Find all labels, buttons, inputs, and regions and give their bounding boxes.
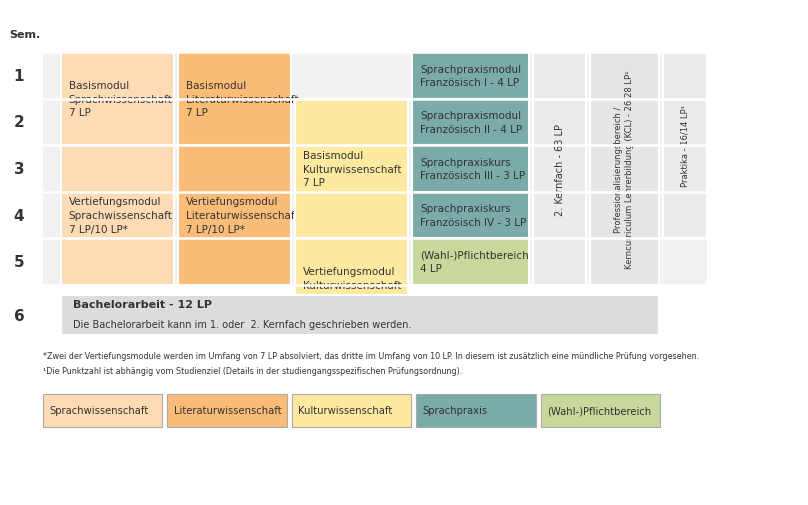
Text: *Zwei der Vertiefungsmodule werden im Umfang von 7 LP absolviert, das dritte im : *Zwei der Vertiefungsmodule werden im Um… [43,351,699,360]
Bar [412,239,529,285]
Text: 3: 3 [14,162,24,177]
Text: Sprachpraxis: Sprachpraxis [423,406,488,415]
Bar [412,53,529,99]
Bar [663,53,707,239]
Bar [416,394,536,427]
Text: 5: 5 [14,255,24,270]
Bar [61,146,174,285]
Text: Die Bachelorarbeit kann im 1. oder  2. Kernfach geschrieben werden.: Die Bachelorarbeit kann im 1. oder 2. Ke… [73,320,411,330]
Text: Basismodul
Kulturwissenschaft
7 LP: Basismodul Kulturwissenschaft 7 LP [303,150,402,188]
Text: Sprachpraxismodul
Französisch I - 4 LP: Sprachpraxismodul Französisch I - 4 LP [420,65,521,88]
Text: 2: 2 [14,115,24,130]
Bar [43,53,707,285]
Bar [412,146,529,192]
Bar [61,53,174,146]
Text: 1: 1 [14,69,24,84]
Text: (Wahl-)Pflichtbereich: (Wahl-)Pflichtbereich [547,406,651,415]
Bar [61,295,659,336]
Text: Vertiefungsmodul
Sprachwissenschaft
7 LP/10 LP*: Vertiefungsmodul Sprachwissenschaft 7 LP… [69,197,173,234]
Text: (Wahl-)Pflichtbereich
4 LP: (Wahl-)Pflichtbereich 4 LP [420,250,529,274]
Text: Farbcodes:: Farbcodes: [43,396,120,410]
Text: Sprachwissenschaft: Sprachwissenschaft [49,406,149,415]
Text: Sprachpraxiskurs
Französisch IV - 3 LP: Sprachpraxiskurs Französisch IV - 3 LP [420,204,526,227]
Bar [541,394,660,427]
Text: Literaturwissenschaft: Literaturwissenschaft [174,406,281,415]
Bar [178,146,291,285]
Text: Sem.: Sem. [10,30,41,40]
Text: Vertiefungsmodul
Literaturwissenschaft
7 LP/10 LP*: Vertiefungsmodul Literaturwissenschaft 7… [186,197,298,234]
Bar [167,394,287,427]
Text: Vertiefungsmodul
Kulturwissenschaft
7 LP/10 LP*: Vertiefungsmodul Kulturwissenschaft 7 LP… [303,267,402,304]
Text: Basismodul
Literaturwissenschaft
7 LP: Basismodul Literaturwissenschaft 7 LP [186,81,298,118]
Bar [590,53,659,285]
Text: 2. Kernfach - 63 LP: 2. Kernfach - 63 LP [554,123,565,215]
Text: Kulturwissenschaft: Kulturwissenschaft [298,406,393,415]
Text: Sprachpraxiskurs
Französisch III - 3 LP: Sprachpraxiskurs Französisch III - 3 LP [420,158,525,181]
Bar [43,394,162,427]
Bar [533,53,586,285]
Text: Professionalisierungsbereich /
Kerncurriculum Lehrerbildung (KCL) - 26/28 LP¹: Professionalisierungsbereich / Kerncurri… [614,70,634,268]
Text: 6: 6 [14,308,24,323]
Text: Sprachpraxismodul
Französisch II - 4 LP: Sprachpraxismodul Französisch II - 4 LP [420,111,522,134]
Bar [295,239,408,332]
Bar [412,99,529,146]
Bar [295,99,408,239]
Bar [292,394,411,427]
Text: ¹Die Punktzahl ist abhängig vom Studienziel (Details in der studiengangsspezifis: ¹Die Punktzahl ist abhängig vom Studienz… [43,366,462,375]
Text: Praktika - 16/14 LP¹: Praktika - 16/14 LP¹ [680,105,689,187]
Text: 4: 4 [14,208,24,223]
Text: Bachelorarbeit - 12 LP: Bachelorarbeit - 12 LP [73,299,212,310]
Bar [178,53,291,146]
Text: Basismodul
Sprachwissenschaft
7 LP: Basismodul Sprachwissenschaft 7 LP [69,81,173,118]
Bar [412,192,529,239]
